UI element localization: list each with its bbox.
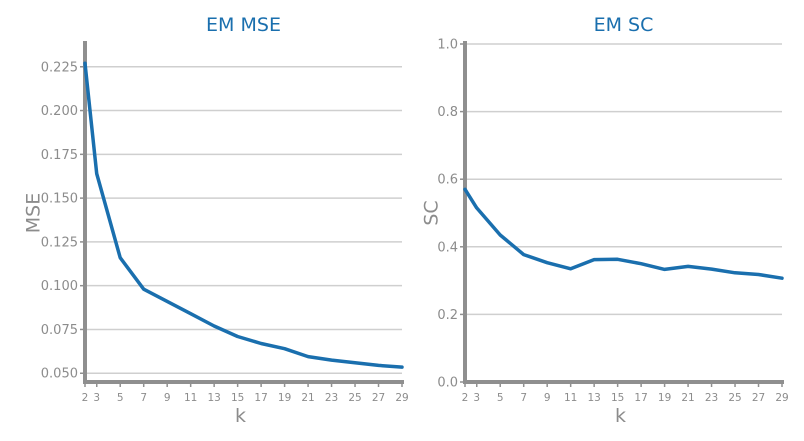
x-tick-label: 13 <box>587 392 600 404</box>
chart-panel-1: 0.050 0.075 0.100 0.125 0.150 0.175 0.200 0.225… <box>23 14 409 427</box>
x-tick-label: 17 <box>634 392 647 404</box>
x-tick-label: 17 <box>254 392 267 404</box>
y-tick-label: 0.075 <box>41 323 78 338</box>
x-tick-label: 25 <box>348 392 361 404</box>
y-tick-label: 0.0 <box>437 376 458 391</box>
x-tick-label: 9 <box>544 392 551 404</box>
x-tick-label: 23 <box>705 392 718 404</box>
y-tick-label: 0.100 <box>41 279 78 294</box>
x-tick-label: 27 <box>752 392 765 404</box>
x-tick-label: 19 <box>658 392 671 404</box>
x-tick-label: 19 <box>278 392 291 404</box>
y-tick-label: 0.125 <box>41 235 78 250</box>
x-tick-label: 13 <box>207 392 220 404</box>
y-tick-label: 0.4 <box>437 240 458 255</box>
y-axis-label: MSE <box>23 193 45 233</box>
chart-title: EM MSE <box>206 14 281 36</box>
x-tick-label: 25 <box>728 392 741 404</box>
y-tick-label: 1.0 <box>437 38 458 53</box>
x-tick-label: 29 <box>395 392 408 404</box>
y-tick-label: 0.050 <box>41 367 78 382</box>
y-tick-label: 0.200 <box>41 104 78 119</box>
x-tick-label: 23 <box>325 392 338 404</box>
x-tick-label: 15 <box>231 392 244 404</box>
y-tick-label: 0.2 <box>437 308 458 323</box>
x-tick-label: 11 <box>564 392 577 404</box>
x-tick-label: 2 <box>462 392 469 404</box>
y-tick-label: 0.175 <box>41 148 78 163</box>
chart-panel-2: 0.0 0.2 0.4 0.6 0.8 1.0 2 3 5 7 9 11 13 15 17 19 21 23 25 2… <box>421 14 789 427</box>
x-axis-label: k <box>615 405 626 427</box>
series-line-1 <box>83 61 404 369</box>
x-tick-label: 21 <box>681 392 694 404</box>
x-tick-label: 11 <box>184 392 197 404</box>
x-axis-label: k <box>235 405 246 427</box>
x-tick-label: 21 <box>301 392 314 404</box>
x-tick-label: 29 <box>775 392 788 404</box>
x-tick-label: 3 <box>473 392 480 404</box>
y-tick-label: 0.225 <box>41 60 78 75</box>
y-axis-label: SC <box>421 200 443 225</box>
x-tick-label: 2 <box>82 392 89 404</box>
x-tick-label: 15 <box>611 392 624 404</box>
y-tick-label: 0.8 <box>437 105 458 120</box>
x-tick-label: 5 <box>117 392 124 404</box>
x-tick-label: 7 <box>520 392 527 404</box>
x-tick-label: 7 <box>140 392 147 404</box>
y-tick-label: 0.6 <box>437 173 458 188</box>
x-tick-label: 27 <box>372 392 385 404</box>
chart-title: EM SC <box>594 14 654 36</box>
y-tick-label: 0.150 <box>41 192 78 207</box>
x-tick-label: 9 <box>164 392 171 404</box>
x-tick-label: 5 <box>497 392 504 404</box>
series-line-1 <box>463 187 784 280</box>
x-tick-label: 3 <box>93 392 100 404</box>
